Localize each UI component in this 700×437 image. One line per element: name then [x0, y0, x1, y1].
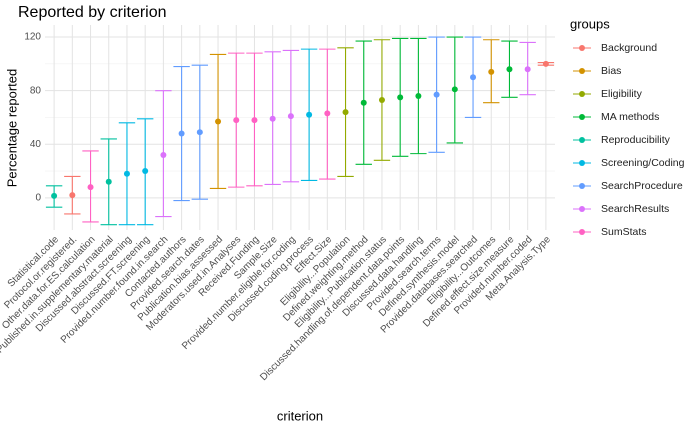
point — [105, 178, 112, 185]
point — [287, 113, 294, 120]
point — [524, 66, 531, 73]
y-tick-label: 120 — [24, 32, 41, 43]
point — [123, 170, 130, 177]
legend-key-point — [579, 183, 585, 189]
y-tick-label: 0 — [35, 192, 41, 203]
point — [488, 68, 495, 75]
legend-label: MA methods — [601, 111, 659, 123]
point — [378, 97, 385, 104]
legend-title: groups — [570, 16, 610, 31]
point — [415, 93, 422, 100]
legend-key-point — [579, 206, 585, 212]
point — [160, 151, 167, 158]
legend-key-point — [579, 45, 585, 51]
point — [178, 130, 185, 137]
point — [360, 99, 367, 106]
legend-key-point — [579, 137, 585, 143]
legend-key-point — [579, 160, 585, 166]
point — [142, 168, 149, 175]
point — [470, 74, 477, 81]
point — [342, 109, 349, 116]
x-axis-title: criterion — [277, 408, 323, 423]
legend-label: Screening/Coding — [601, 157, 685, 169]
point — [215, 118, 222, 125]
point — [397, 94, 404, 101]
legend-label: SearchProcedure — [601, 180, 683, 192]
legend-key-point — [579, 91, 585, 97]
point — [542, 60, 549, 67]
point — [233, 117, 240, 124]
point — [51, 192, 58, 199]
point — [87, 184, 94, 191]
legend-label: Eligibility — [601, 88, 643, 100]
point — [433, 91, 440, 98]
point — [196, 129, 203, 136]
chart-title: Reported by criterion — [18, 4, 167, 21]
legend-label: SearchResults — [601, 203, 669, 215]
point — [69, 192, 76, 199]
legend-key-point — [579, 68, 585, 74]
point — [306, 111, 313, 118]
legend-key-point — [579, 229, 585, 235]
legend-label: SumStats — [601, 226, 647, 238]
point — [251, 117, 258, 124]
legend-label: Background — [601, 42, 657, 54]
y-axis-title: Percentage reported — [4, 69, 19, 188]
point — [324, 110, 331, 117]
y-tick-label: 80 — [30, 85, 42, 96]
y-tick-label: 40 — [30, 139, 42, 150]
legend-label: Bias — [601, 65, 621, 77]
point — [506, 66, 513, 73]
legend-key-point — [579, 114, 585, 120]
legend-label: Reproducibility — [601, 134, 671, 146]
point — [269, 115, 276, 122]
point — [451, 86, 458, 93]
